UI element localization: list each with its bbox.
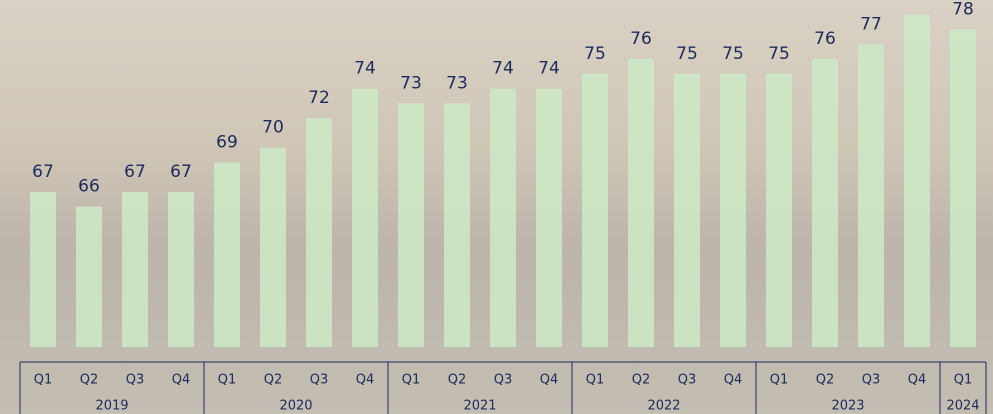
bar [214, 162, 240, 347]
bar [858, 44, 884, 347]
group-label: 2024 [946, 399, 979, 414]
x-tick-label: Q3 [678, 373, 697, 388]
x-tick-label: Q3 [862, 373, 881, 388]
bar [582, 73, 608, 348]
bar [352, 88, 378, 348]
value-label: 76 [630, 29, 652, 49]
x-tick-label: Q1 [218, 373, 237, 388]
x-tick-label: Q2 [816, 373, 835, 388]
x-tick-label: Q2 [80, 373, 99, 388]
value-label: 72 [308, 88, 330, 108]
x-tick-label: Q2 [264, 373, 283, 388]
bar [444, 103, 470, 348]
bar [306, 118, 332, 348]
x-tick-label: Q3 [494, 373, 513, 388]
x-tick-label: Q2 [632, 373, 651, 388]
value-label: 69 [216, 132, 238, 152]
x-tick-label: Q1 [954, 373, 973, 388]
value-label: 74 [492, 59, 514, 79]
x-tick-label: Q2 [448, 373, 467, 388]
value-label: 67 [124, 162, 146, 182]
value-label: 75 [584, 44, 606, 64]
group-label: 2022 [647, 399, 680, 414]
x-tick-label: Q1 [34, 373, 53, 388]
value-label: 77 [860, 14, 882, 34]
bar [30, 191, 56, 347]
value-label: 74 [354, 59, 376, 79]
value-label: 67 [32, 162, 54, 182]
value-label: 73 [446, 73, 468, 93]
bar [904, 14, 930, 347]
value-label: 66 [78, 177, 100, 197]
x-tick-label: Q4 [172, 373, 191, 388]
group-label: 2019 [95, 399, 128, 414]
value-label: 78 [952, 0, 974, 20]
bar [490, 88, 516, 348]
x-tick-label: Q4 [908, 373, 927, 388]
bar [260, 147, 286, 347]
bar [950, 29, 976, 347]
x-tick-label: Q4 [356, 373, 375, 388]
x-tick-label: Q1 [770, 373, 789, 388]
bar [398, 103, 424, 348]
bar [536, 88, 562, 348]
value-label: 75 [768, 44, 790, 64]
value-label: 73 [400, 73, 422, 93]
value-label: 67 [170, 162, 192, 182]
value-label: 74 [538, 59, 560, 79]
x-tick-label: Q3 [126, 373, 145, 388]
x-tick-label: Q4 [540, 373, 559, 388]
group-label: 2020 [279, 399, 312, 414]
bar [122, 191, 148, 347]
bar [812, 59, 838, 347]
value-label: 76 [814, 29, 836, 49]
bar [674, 73, 700, 348]
value-label: 70 [262, 118, 284, 138]
value-label: 79 [906, 0, 928, 5]
x-tick-label: Q1 [586, 373, 605, 388]
x-tick-label: Q3 [310, 373, 329, 388]
bar [76, 206, 102, 347]
bar [766, 73, 792, 348]
x-tick-label: Q1 [402, 373, 421, 388]
bar [720, 73, 746, 348]
bar [628, 59, 654, 347]
value-label: 75 [722, 44, 744, 64]
group-label: 2023 [831, 399, 864, 414]
bar [168, 191, 194, 347]
group-label: 2021 [463, 399, 496, 414]
x-tick-label: Q4 [724, 373, 743, 388]
value-label: 75 [676, 44, 698, 64]
